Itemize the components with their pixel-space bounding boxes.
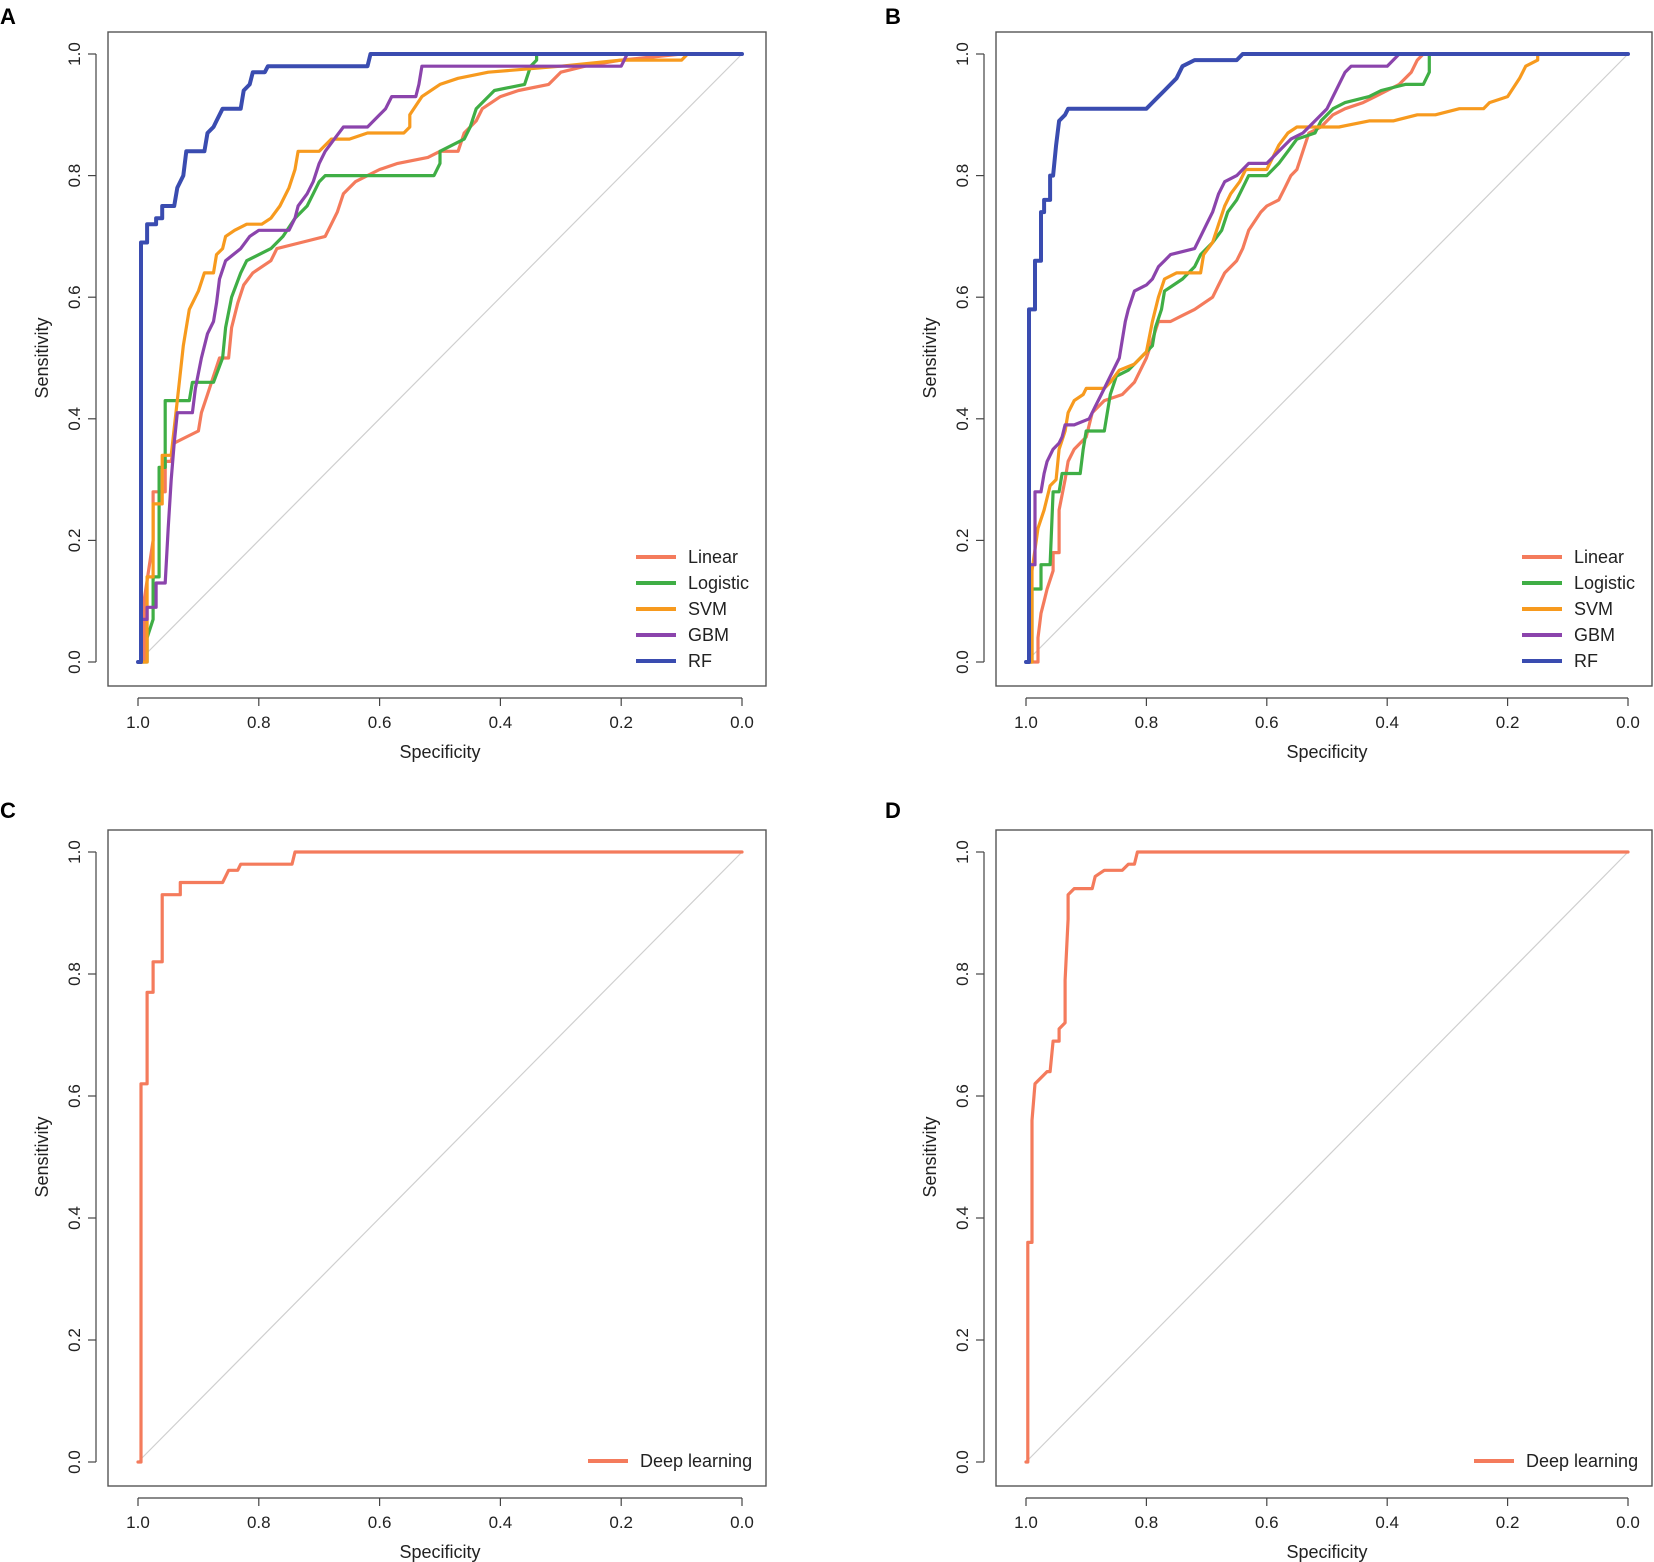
panel-a-legend-label-svm: SVM bbox=[688, 599, 727, 619]
panel-d-x-tick-label: 0.2 bbox=[1496, 1513, 1520, 1532]
panel-b-legend-label-logistic: Logistic bbox=[1574, 573, 1635, 593]
panel-b-x-tick-label: 1.0 bbox=[1014, 713, 1038, 732]
panel-a-series-gbm-line bbox=[136, 52, 744, 664]
panel-d-series-deep-learning-line bbox=[1024, 850, 1630, 1464]
panel-d-x-tick-label: 0.4 bbox=[1375, 1513, 1399, 1532]
panel-c-y-tick-label: 0.0 bbox=[65, 1450, 84, 1474]
panel-b-x-tick-label: 0.0 bbox=[1616, 713, 1640, 732]
panel-b-reference-diagonal bbox=[1025, 53, 1629, 663]
panel-c-series-deep-learning-line bbox=[136, 850, 744, 1464]
panel-c-legend-label-deep-learning: Deep learning bbox=[640, 1451, 752, 1471]
panel-b-legend-label-gbm: GBM bbox=[1574, 625, 1615, 645]
panel-c-y-axis-label: Sensitivity bbox=[32, 1116, 52, 1197]
panel-c-y-tick-label: 0.8 bbox=[65, 962, 84, 986]
panel-b-series-linear-line bbox=[1024, 52, 1630, 664]
panel-b-legend: Linear Logistic SVM GBM RF bbox=[1522, 547, 1635, 671]
panel-a-x-tick-label: 0.0 bbox=[730, 713, 754, 732]
panel-a-y-tick-label: 0.6 bbox=[65, 285, 84, 309]
panel-a-x-tick-label: 0.4 bbox=[489, 713, 513, 732]
panel-b-legend-label-linear: Linear bbox=[1574, 547, 1624, 567]
panel-a-y-axis-label: Sensitivity bbox=[32, 317, 52, 398]
panel-b-x-tick-label: 0.6 bbox=[1255, 713, 1279, 732]
panel-a-legend: Linear Logistic SVM GBM RF bbox=[636, 547, 749, 671]
panel-b-y-tick-label: 0.6 bbox=[953, 285, 972, 309]
panel-c-label: C bbox=[0, 798, 16, 823]
panel-c-reference-diagonal bbox=[137, 851, 743, 1463]
panel-a-plot-frame bbox=[107, 31, 767, 687]
panel-d-y-tick-label: 0.4 bbox=[953, 1206, 972, 1230]
panel-d-y-axis-label: Sensitivity bbox=[920, 1116, 940, 1197]
panel-c-x-tick-label: 0.8 bbox=[247, 1513, 271, 1532]
panel-c-x-tick-label: 1.0 bbox=[126, 1513, 150, 1532]
panel-d-reference-diagonal bbox=[1025, 851, 1629, 1463]
panel-a-x-tick-label: 0.2 bbox=[609, 713, 633, 732]
panel-b-y-tick-label: 0.8 bbox=[953, 164, 972, 188]
panel-b-y-tick-label: 0.2 bbox=[953, 529, 972, 553]
panel-b-x-tick-label: 0.8 bbox=[1135, 713, 1159, 732]
panel-b-series-gbm-line bbox=[1024, 52, 1630, 664]
panel-b-plot-frame bbox=[995, 31, 1653, 687]
panel-a-series-rf-line bbox=[136, 52, 744, 664]
panel-d-y-tick-label: 0.6 bbox=[953, 1084, 972, 1108]
panel-a-y-tick-label: 0.4 bbox=[65, 407, 84, 431]
panel-a: A 1.0 0.8 0.6 0.4 0.2 0.0 Specificity 0.0 0.2 0.4 0… bbox=[0, 4, 767, 762]
panel-a-legend-label-linear: Linear bbox=[688, 547, 738, 567]
panel-b-x-tick-label: 0.2 bbox=[1496, 713, 1520, 732]
panel-d-x-tick-label: 0.0 bbox=[1616, 1513, 1640, 1532]
panel-c-x-tick-label: 0.2 bbox=[609, 1513, 633, 1532]
panel-d-label: D bbox=[885, 798, 901, 823]
panel-c-y-tick-label: 0.2 bbox=[65, 1328, 84, 1352]
panel-b-y-axis-label: Sensitivity bbox=[920, 317, 940, 398]
panel-c-plot-frame bbox=[107, 829, 767, 1487]
panel-a-legend-label-rf: RF bbox=[688, 651, 712, 671]
panel-d: D 1.0 0.8 0.6 0.4 0.2 0.0 Specificity 0.0 0.2 0.4 0… bbox=[885, 798, 1653, 1562]
panel-d-y-tick-label: 0.0 bbox=[953, 1450, 972, 1474]
panel-a-y-tick-label: 0.2 bbox=[65, 529, 84, 553]
panel-a-y-tick-label: 0.0 bbox=[65, 650, 84, 674]
panel-b-x-axis-label: Specificity bbox=[1286, 742, 1367, 762]
panel-c-legend: Deep learning bbox=[588, 1451, 752, 1471]
panel-b-legend-label-rf: RF bbox=[1574, 651, 1598, 671]
panel-d-y-tick-label: 1.0 bbox=[953, 840, 972, 864]
panel-a-reference-diagonal bbox=[137, 53, 743, 663]
panel-d-x-tick-label: 1.0 bbox=[1014, 1513, 1038, 1532]
panel-a-x-tick-label: 0.6 bbox=[368, 713, 392, 732]
panel-b-y-tick-label: 1.0 bbox=[953, 42, 972, 66]
panel-d-legend: Deep learning bbox=[1474, 1451, 1638, 1471]
panel-a-label: A bbox=[0, 4, 16, 29]
panel-d-x-tick-label: 0.6 bbox=[1255, 1513, 1279, 1532]
panel-b-series-rf-line bbox=[1024, 52, 1630, 664]
panel-b-label: B bbox=[885, 4, 901, 29]
panel-d-x-axis-label: Specificity bbox=[1286, 1542, 1367, 1562]
panel-b-x-tick-label: 0.4 bbox=[1375, 713, 1399, 732]
panel-c-x-tick-label: 0.6 bbox=[368, 1513, 392, 1532]
panel-d-y-tick-label: 0.8 bbox=[953, 962, 972, 986]
panel-b-legend-label-svm: SVM bbox=[1574, 599, 1613, 619]
panel-a-x-tick-label: 1.0 bbox=[126, 713, 150, 732]
panel-c-y-tick-label: 0.6 bbox=[65, 1084, 84, 1108]
panel-a-y-tick-label: 0.8 bbox=[65, 164, 84, 188]
panel-c-x-axis-label: Specificity bbox=[399, 1542, 480, 1562]
panel-d-legend-label-deep-learning: Deep learning bbox=[1526, 1451, 1638, 1471]
panel-c-y-tick-label: 0.4 bbox=[65, 1206, 84, 1230]
panel-a-legend-label-gbm: GBM bbox=[688, 625, 729, 645]
panel-c-x-tick-label: 0.0 bbox=[730, 1513, 754, 1532]
panel-a-x-axis-label: Specificity bbox=[399, 742, 480, 762]
panel-b: B 1.0 0.8 0.6 0.4 0.2 0.0 Specificity 0.0 0.2 0.4 0… bbox=[885, 4, 1653, 762]
panel-b-y-tick-label: 0.4 bbox=[953, 407, 972, 431]
panel-a-legend-label-logistic: Logistic bbox=[688, 573, 749, 593]
panel-d-x-tick-label: 0.8 bbox=[1135, 1513, 1159, 1532]
panel-d-y-tick-label: 0.2 bbox=[953, 1328, 972, 1352]
panel-a-x-tick-label: 0.8 bbox=[247, 713, 271, 732]
panel-a-series-svm-line bbox=[136, 52, 744, 664]
panel-c: C 1.0 0.8 0.6 0.4 0.2 0.0 Specificity 0.0 0.2 0.4 0… bbox=[0, 798, 767, 1562]
panel-c-x-tick-label: 0.4 bbox=[489, 1513, 513, 1532]
panel-a-y-tick-label: 1.0 bbox=[65, 42, 84, 66]
panel-b-y-tick-label: 0.0 bbox=[953, 650, 972, 674]
panel-d-plot-frame bbox=[995, 829, 1653, 1487]
panel-c-y-tick-label: 1.0 bbox=[65, 840, 84, 864]
